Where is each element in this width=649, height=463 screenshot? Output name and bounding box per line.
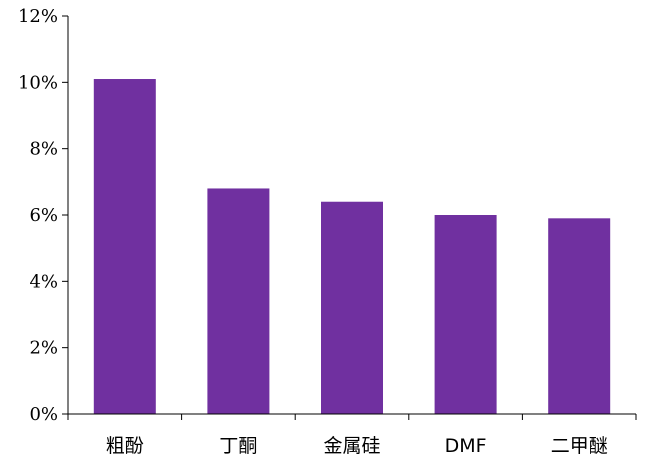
bar	[93, 79, 156, 415]
y-tick-label: 2%	[29, 338, 58, 359]
category-label: DMF	[445, 435, 487, 457]
bar	[207, 188, 270, 414]
y-tick-label: 8%	[29, 139, 58, 160]
category-label: 金属硅	[323, 435, 380, 457]
category-label: 丁酮	[219, 435, 257, 457]
category-label: 二甲醚	[551, 435, 608, 457]
x-axis-ticks: 粗酚 丁酮 金属硅 DMF 二甲醚	[67, 414, 637, 457]
y-tick-label: 0%	[29, 404, 58, 425]
y-tick-label: 6%	[29, 205, 58, 226]
bar	[548, 218, 611, 414]
y-tick-label: 10%	[18, 72, 58, 93]
bar	[434, 215, 497, 414]
bar	[321, 201, 383, 414]
y-tick-label: 12%	[18, 6, 58, 27]
y-axis-ticks: 0% 2% 4% 6% 8% 10% 12%	[18, 6, 68, 425]
bar-series	[93, 79, 611, 415]
y-tick-label: 4%	[29, 271, 58, 292]
category-label: 粗酚	[106, 435, 144, 457]
